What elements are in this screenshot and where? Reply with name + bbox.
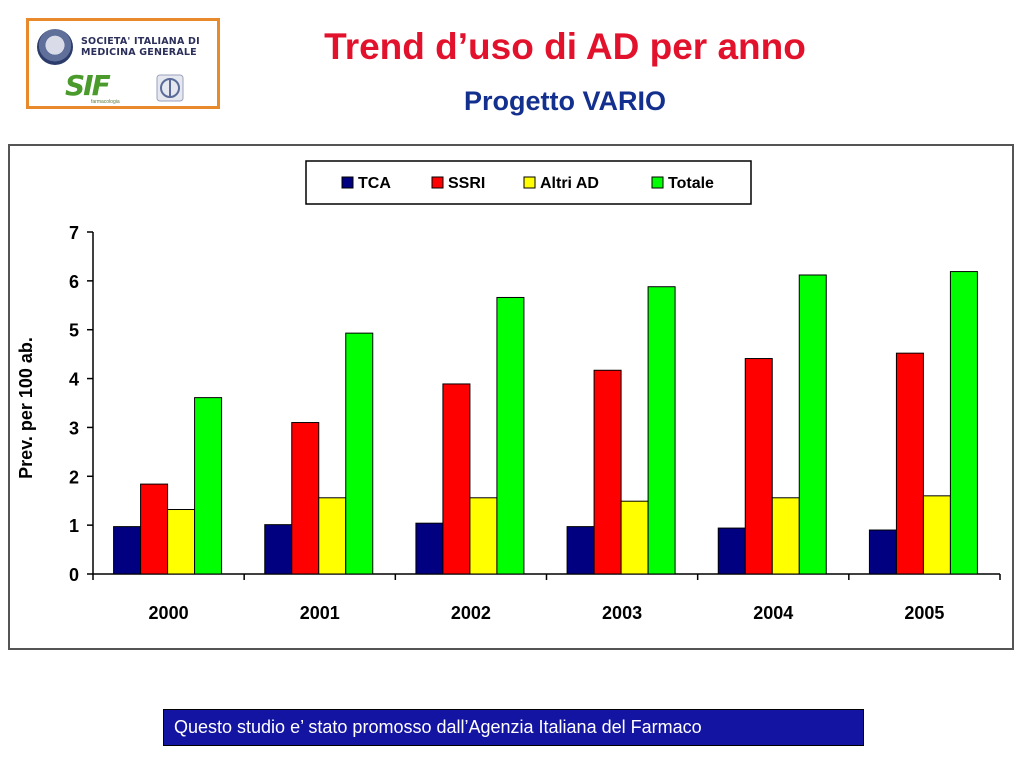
legend-swatch-tca bbox=[341, 176, 354, 189]
bar-altri-ad bbox=[318, 497, 347, 575]
sif-logo: SIF farmacologia bbox=[65, 69, 121, 106]
bar-altri-ad bbox=[922, 495, 951, 575]
y-tick-label: 4 bbox=[69, 370, 79, 390]
y-axis-label: Prev. per 100 ab. bbox=[16, 337, 36, 479]
sif-logo-subtext: farmacologia bbox=[91, 99, 120, 105]
bar-ssri bbox=[442, 383, 471, 575]
x-tick-label: 2001 bbox=[300, 603, 340, 623]
y-tick-label: 0 bbox=[69, 565, 79, 585]
logo: SOCIETA' ITALIANA DI MEDICINA GENERALE S… bbox=[26, 18, 220, 109]
bar-chart: 0 1 2 3 4 5 6 7 Prev. per 100 ab. 2000 2001 2002 200… bbox=[16, 160, 1001, 623]
legend-swatch-ssri bbox=[431, 176, 444, 189]
bar-tca bbox=[868, 529, 897, 575]
x-tick-label: 2000 bbox=[149, 603, 189, 623]
legend-swatch-totale bbox=[651, 176, 664, 189]
bar-ssri bbox=[593, 369, 622, 575]
bar-tca bbox=[264, 524, 293, 575]
footer-banner: Questo studio e’ stato promosso dall’Age… bbox=[163, 709, 864, 746]
y-tick-label: 2 bbox=[69, 467, 79, 487]
simg-emblem-icon bbox=[37, 29, 73, 65]
bar-altri-ad bbox=[469, 497, 498, 575]
page-subtitle: Progetto VARIO bbox=[464, 86, 666, 116]
x-tick-label: 2004 bbox=[753, 603, 793, 623]
logo-text: SOCIETA' ITALIANA DI MEDICINA GENERALE bbox=[81, 36, 200, 58]
legend-label: Totale bbox=[668, 175, 714, 192]
bar-tca bbox=[113, 526, 142, 575]
legend-label: Altri AD bbox=[540, 175, 599, 192]
bar-altri-ad bbox=[620, 500, 649, 575]
legend-swatch-altri-ad bbox=[523, 176, 536, 189]
bar-altri-ad bbox=[167, 509, 196, 575]
bar-ssri bbox=[744, 358, 773, 575]
y-tick-label: 7 bbox=[69, 223, 79, 243]
bar-totale bbox=[949, 271, 978, 575]
legend-label: TCA bbox=[358, 175, 391, 192]
seal-icon bbox=[156, 74, 184, 102]
bar-ssri bbox=[140, 483, 169, 575]
x-tick-label: 2003 bbox=[602, 603, 642, 623]
bar-totale bbox=[345, 332, 374, 575]
bar-tca bbox=[717, 527, 746, 575]
chart-frame: 0 1 2 3 4 5 6 7 Prev. per 100 ab. 2000 2001 2002 200… bbox=[8, 144, 1014, 650]
bar-ssri bbox=[291, 422, 320, 575]
bar-totale bbox=[496, 296, 525, 575]
bar-totale bbox=[647, 286, 676, 575]
y-tick-label: 5 bbox=[69, 321, 79, 341]
bar-tca bbox=[415, 522, 444, 575]
bar-totale bbox=[194, 397, 223, 575]
legend-label: SSRI bbox=[448, 175, 485, 192]
sif-logo-text: SIF bbox=[65, 69, 111, 102]
bar-ssri bbox=[895, 352, 924, 575]
bar-altri-ad bbox=[771, 497, 800, 575]
x-tick-label: 2005 bbox=[904, 603, 944, 623]
x-tick-label: 2002 bbox=[451, 603, 491, 623]
y-tick-label: 1 bbox=[69, 516, 79, 536]
page-title: Trend d’uso di AD per anno bbox=[324, 26, 806, 67]
y-tick-label: 3 bbox=[69, 418, 79, 438]
y-tick-label: 6 bbox=[69, 272, 79, 292]
bar-tca bbox=[566, 526, 595, 575]
bar-totale bbox=[798, 274, 827, 575]
